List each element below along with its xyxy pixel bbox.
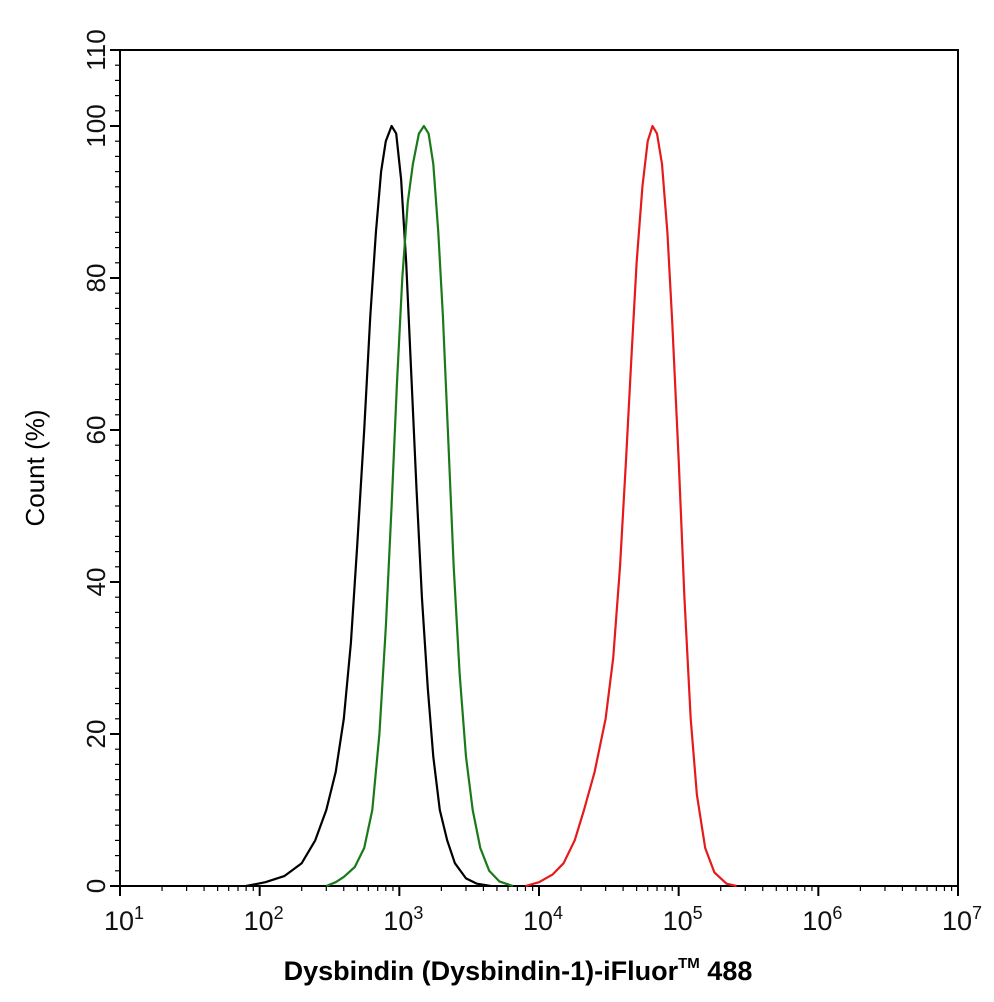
y-axis-label: Count (%): [20, 409, 50, 526]
series-curve-3: [525, 124, 737, 888]
x-tick-exponent: 2: [274, 903, 284, 923]
y-tick-label: 100: [81, 104, 111, 147]
series-curve-1: [245, 124, 491, 888]
histogram-curves: [245, 124, 737, 888]
x-tick-label: 107: [942, 903, 982, 936]
x-tick-label: 102: [244, 903, 284, 936]
x-axis-label-main: Dysbindin (Dysbindin-1)-iFluor: [284, 956, 679, 986]
x-tick-label: 101: [104, 903, 144, 936]
x-tick-exponent: 6: [832, 903, 842, 923]
y-tick-label: 0: [81, 879, 111, 893]
series-curve-2: [325, 124, 514, 888]
y-tick-label: 60: [81, 416, 111, 445]
plot-frame: [119, 49, 959, 887]
x-tick-base: 10: [383, 906, 413, 936]
x-tick-label: 105: [663, 903, 703, 936]
x-tick-base: 10: [663, 906, 693, 936]
x-tick-base: 10: [942, 906, 972, 936]
x-tick-label: 106: [802, 903, 842, 936]
x-tick-base: 10: [523, 906, 553, 936]
x-axis-label-suffix: 488: [700, 956, 753, 986]
y-tick-label: 40: [81, 568, 111, 597]
x-tick-label: 103: [383, 903, 423, 936]
y-tick-label: 20: [81, 720, 111, 749]
x-tick-base: 10: [104, 906, 134, 936]
x-tick-exponent: 7: [972, 903, 982, 923]
x-tick-exponent: 1: [134, 903, 144, 923]
x-tick-base: 10: [244, 906, 274, 936]
x-tick-exponent: 3: [413, 903, 423, 923]
y-axis-ticks: 0 20 40 60 80 100 110: [81, 29, 120, 893]
x-tick-exponent: 4: [553, 903, 563, 923]
x-tick-base: 10: [802, 906, 832, 936]
y-tick-label: 80: [81, 264, 111, 293]
x-axis-label-trademark: TM: [678, 955, 700, 972]
x-tick-exponent: 5: [693, 903, 703, 923]
x-tick-label: 104: [523, 903, 563, 936]
y-tick-label: 110: [81, 29, 111, 70]
x-axis-label: Dysbindin (Dysbindin-1)-iFluorTM 488: [284, 955, 753, 986]
x-axis-ticks: 101 102 103 104 105 106 107: [104, 886, 982, 936]
